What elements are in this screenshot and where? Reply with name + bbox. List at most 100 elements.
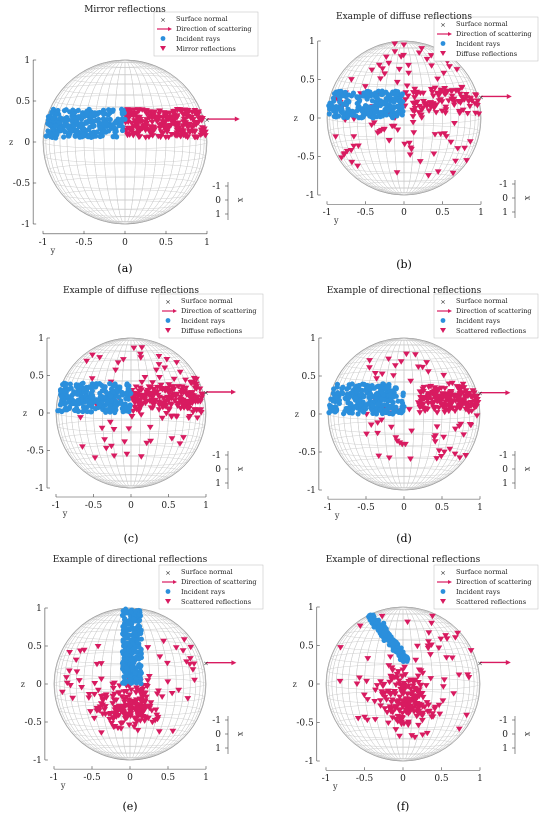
reflection-point: [416, 410, 424, 416]
incident-point: [363, 406, 369, 412]
z-tick-label: 0.5: [300, 76, 315, 86]
x-tick-label: 0: [502, 194, 508, 204]
incident-point: [99, 130, 106, 136]
incident-point: [392, 393, 398, 399]
reflection-point: [67, 683, 74, 689]
reflection-point: [113, 708, 121, 715]
reflection-point: [348, 159, 356, 166]
z-tick-label: 0: [310, 410, 316, 420]
reflection-point: [410, 130, 418, 136]
incident-point: [380, 100, 386, 106]
incident-point: [72, 133, 78, 139]
reflection-point: [435, 448, 443, 454]
reflection-point: [119, 357, 127, 363]
incident-point: [112, 408, 118, 414]
surface-normal-marker: ×: [204, 116, 210, 124]
reflection-point: [462, 92, 470, 98]
y-tick-label: 1: [478, 208, 484, 218]
reflection-point: [85, 691, 93, 698]
reflection-point: [428, 89, 436, 96]
reflection-point: [467, 403, 475, 410]
reflection-point: [191, 677, 198, 684]
reflection-point: [372, 687, 379, 694]
reflection-point: [460, 432, 468, 438]
incident-point: [45, 128, 52, 135]
reflection-point: [450, 691, 458, 697]
reflection-point: [170, 376, 178, 383]
y-axis-label: y: [60, 781, 66, 790]
incident-point: [96, 116, 102, 122]
reflection-point: [190, 122, 197, 129]
incident-point: [330, 390, 336, 397]
reflection-point: [419, 90, 427, 97]
reflection-point: [437, 636, 445, 643]
incident-point: [125, 386, 131, 392]
reflection-point: [391, 363, 399, 369]
reflection-point: [166, 110, 174, 116]
reflection-point: [143, 111, 151, 117]
reflection-point: [163, 357, 171, 363]
reflection-point: [179, 648, 187, 654]
incident-point: [117, 400, 123, 406]
z-tick-label: -1: [33, 756, 42, 766]
reflection-point: [441, 86, 449, 92]
reflection-point: [447, 390, 454, 396]
reflection-point: [402, 698, 410, 704]
reflection-point: [410, 90, 417, 96]
legend-entry: Surface normal: [181, 568, 233, 576]
reflection-point: [419, 364, 426, 371]
reflection-point: [456, 397, 464, 404]
reflection-point: [384, 688, 392, 695]
reflection-point: [425, 630, 433, 636]
reflection-point: [420, 396, 428, 403]
incident-point: [402, 655, 408, 662]
reflection-point: [90, 715, 98, 722]
reflection-point: [182, 385, 190, 392]
incident-point: [57, 125, 63, 131]
incident-point: [86, 119, 92, 125]
reflection-point: [433, 424, 441, 430]
legend-marker-incident: [440, 41, 446, 46]
meridian-line: [49, 59, 201, 225]
incident-point: [104, 390, 110, 396]
x-tick-label: 1: [215, 744, 221, 754]
reflection-point: [73, 669, 81, 675]
incident-point: [370, 618, 376, 624]
reflection-point: [170, 386, 178, 392]
reflection-point: [452, 158, 459, 165]
incident-point: [137, 672, 143, 678]
reflection-point: [108, 720, 116, 727]
latitude-line: [365, 344, 443, 352]
data-points: ×: [55, 345, 236, 461]
incident-point: [138, 636, 144, 642]
reflection-point: [415, 722, 422, 729]
latitude-line: [353, 620, 453, 630]
reflection-point: [427, 676, 435, 682]
reflection-point: [198, 391, 206, 397]
reflection-point: [431, 706, 439, 712]
meridian-line: [74, 59, 176, 225]
reflection-point: [418, 690, 426, 697]
z-tick-label: -0.5: [25, 718, 43, 728]
legend-marker-normal: ×: [160, 16, 166, 24]
reflection-point: [76, 648, 84, 654]
legend: × Surface normal Direction of scattering In…: [433, 16, 539, 62]
y-tick-label: 1: [203, 501, 209, 511]
incident-point: [131, 608, 138, 615]
reflection-point: [428, 401, 436, 408]
reflection-point: [375, 453, 383, 460]
latitude-line: [83, 67, 167, 75]
reflection-point: [109, 693, 117, 700]
reflection-point: [427, 383, 435, 390]
incident-point: [366, 104, 373, 110]
incident-point: [338, 106, 345, 112]
reflection-point: [165, 389, 173, 396]
reflection-point: [392, 435, 400, 441]
reflection-point: [381, 694, 389, 701]
incident-point: [371, 106, 377, 112]
legend-marker-normal: ×: [440, 569, 446, 577]
reflection-point: [437, 131, 445, 138]
incident-point: [133, 655, 139, 661]
reflection-point: [412, 657, 420, 664]
incident-point: [369, 402, 376, 409]
